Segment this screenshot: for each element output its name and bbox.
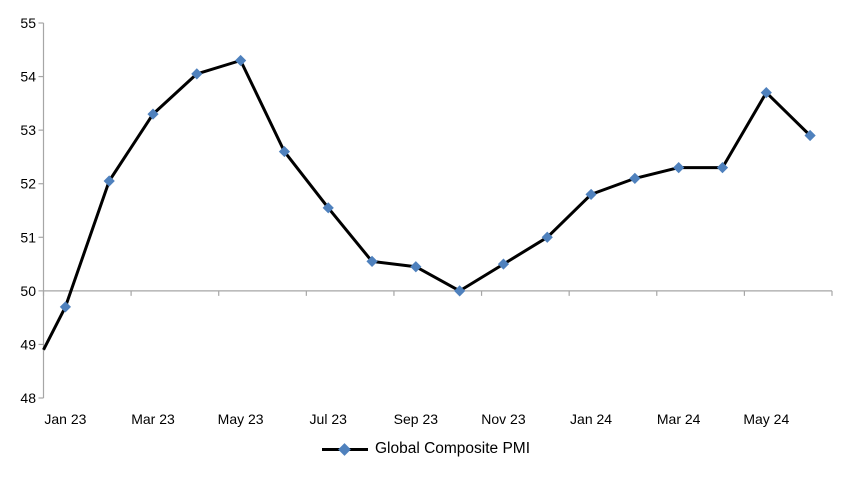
pmi-series-line [42,59,812,351]
x-axis-label: Nov 23 [481,411,526,427]
x-axis-label: Mar 24 [657,411,701,427]
data-point-marker [497,258,510,270]
legend-diamond-icon [338,442,352,456]
x-axis-label: Jan 24 [570,411,612,427]
y-axis-label: 49 [20,336,36,352]
legend-line-marker-icon [321,442,368,456]
data-point-marker [585,188,597,201]
data-point-marker [278,145,291,158]
x-axis-label: Jul 23 [310,411,348,427]
x-axis-label: May 23 [218,411,264,427]
y-axis-label: 52 [20,176,36,192]
y-axis-label: 54 [20,69,36,85]
data-point-marker [235,54,247,67]
data-point-marker [673,162,685,174]
y-axis-label: 50 [20,283,36,299]
plot-area: 48 49 50 51 52 53 54 55 Jan 23 Mar 23 May 23 Jul 23… [20,15,833,427]
data-point-marker [366,255,378,268]
data-point-marker [322,202,334,214]
data-point-marker [103,175,115,187]
data-point-marker [629,172,641,184]
y-axis-label: 55 [20,15,36,31]
data-point-marker [191,68,203,80]
x-axis-label: Mar 23 [131,411,175,427]
legend-label: Global Composite PMI [374,440,531,457]
y-axis-label: 51 [20,229,36,245]
x-axis-label: May 24 [743,411,789,427]
data-point-marker [454,285,466,297]
data-point-marker [147,108,159,120]
data-point-marker [541,231,553,243]
data-point-marker [716,162,729,174]
data-point-marker [804,129,816,142]
x-axis-label: Jan 23 [44,411,86,427]
legend: Global Composite PMI [0,440,852,458]
x-axis-label: Sep 23 [394,411,439,427]
y-axis-label: 48 [20,390,36,406]
y-axis-label: 53 [20,122,36,138]
data-point-marker [59,301,72,313]
data-point-marker [410,261,422,273]
data-point-marker [760,87,772,99]
